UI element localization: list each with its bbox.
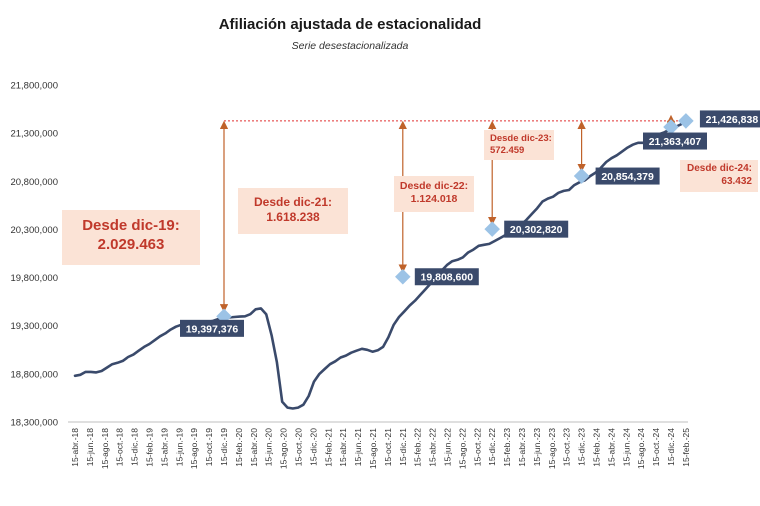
highlight-marker (395, 268, 411, 285)
x-tick-label: 15-jun.-22 (443, 428, 453, 467)
x-tick-label: 15-ago.-24 (636, 428, 646, 469)
x-tick-label: 15-abr.-19 (159, 428, 169, 467)
x-tick-label: 15-dic.-24 (666, 428, 676, 466)
value-label-box (180, 319, 244, 337)
x-tick-label: 15-oct.-21 (383, 428, 393, 467)
annotation-value: 1.124.018 (410, 193, 458, 206)
annotation-since-dic-21: Desde dic-21: 1.618.238 (238, 188, 348, 234)
y-tick-label: 21,800,000 (10, 81, 58, 92)
x-tick-label: 15-jun.-19 (174, 428, 184, 467)
value-label: 21,426,838 (706, 114, 759, 126)
x-tick-label: 15-feb.-24 (592, 428, 602, 467)
x-tick-label: 15-feb.-19 (145, 428, 155, 467)
value-label-box (504, 220, 569, 238)
x-tick-label: 15-abr.-20 (249, 428, 259, 467)
x-tick-label: 15-dic.-23 (577, 428, 587, 466)
x-tick-label: 15-ago.-20 (279, 428, 289, 469)
x-tick-label: 15-abr.-22 (428, 428, 438, 467)
value-label: 19,397,376 (186, 323, 239, 335)
x-tick-label: 15-oct.-18 (115, 428, 125, 467)
x-tick-label: 15-oct.-20 (294, 428, 304, 467)
x-tick-label: 15-ago.-19 (189, 428, 199, 469)
annotation-value: 63.432 (721, 175, 752, 187)
x-tick-label: 15-ago.-21 (368, 428, 378, 469)
x-tick-label: 15-dic.-21 (398, 428, 408, 466)
x-tick-label: 15-feb.-22 (413, 428, 423, 467)
x-tick-label: 15-jun.-21 (353, 428, 363, 467)
x-tick-label: 15-feb.-21 (323, 428, 333, 467)
chart-subtitle: Serie desestacionalizada (291, 40, 409, 52)
annotation-since-dic-19: Desde dic-19: 2.029.463 (62, 210, 200, 265)
value-label-box (699, 110, 760, 128)
value-label-box (643, 132, 707, 150)
x-tick-label: 15-abr.-23 (517, 428, 527, 467)
x-tick-label: 15-ago.-18 (100, 428, 110, 469)
x-tick-label: 15-dic.-18 (130, 428, 140, 466)
annotation-value: 572.459 (490, 144, 525, 156)
value-label-box (414, 268, 479, 286)
annotation-label: Desde dic-19: (82, 217, 180, 234)
x-tick-label: 15-oct.-24 (651, 428, 661, 467)
x-tick-label: 15-oct.-23 (562, 428, 572, 467)
x-tick-label: 15-feb.-20 (234, 428, 244, 467)
x-tick-label: 15-ago.-23 (547, 428, 557, 469)
x-tick-label: 15-oct.-19 (204, 428, 214, 467)
x-tick-label: 15-feb.-25 (681, 428, 691, 467)
highlight-marker (678, 113, 694, 129)
annotation-label: Desde dic-21: (253, 195, 333, 209)
value-label: 19,808,600 (421, 272, 474, 284)
x-tick-label: 15-dic.-19 (219, 428, 229, 466)
value-label: 20,854,379 (601, 171, 654, 183)
x-tick-label: 15-jun.-23 (532, 428, 542, 467)
highlighted-points: 19,397,376 19,808,600 20,302,820 20,854,379… (180, 110, 760, 337)
annotation-label: Desde dic-22: (399, 180, 469, 192)
x-tick-label: 15-jun.-18 (85, 428, 95, 467)
highlight-marker (484, 221, 500, 237)
y-axis: 18,300,000 18,800,000 19,300,000 19,800,000… (10, 81, 58, 429)
annotation-since-dic-22: Desde dic-22: 1.124.018 (394, 176, 474, 212)
highlight-marker (573, 168, 590, 184)
x-tick-label: 15-dic.-20 (308, 428, 318, 466)
x-tick-label: 15-oct.-22 (472, 428, 482, 467)
y-tick-label: 19,300,000 (10, 321, 58, 332)
x-tick-label: 15-jun.-24 (621, 428, 631, 467)
annotation-since-dic-24: Desde dic-24: 63.432 (680, 160, 758, 192)
value-label: 20,302,820 (510, 224, 563, 236)
x-tick-label: 15-abr.-24 (606, 428, 616, 467)
x-tick-label: 15-dic.-22 (487, 428, 497, 466)
y-tick-label: 20,300,000 (10, 225, 58, 236)
value-label: 21,363,407 (649, 136, 702, 148)
x-axis: 15-abr.-18 15-jun.-18 15-ago.-18 15-oct.-18… (68, 421, 691, 469)
x-tick-label: 15-abr.-21 (338, 428, 348, 467)
x-tick-label: 15-feb.-23 (502, 428, 512, 467)
chart-title: Afiliación ajustada de estacionalidad (218, 16, 482, 33)
y-tick-label: 18,300,000 (10, 418, 58, 429)
annotation-label: Desde dic-24: (686, 163, 752, 174)
y-tick-label: 20,800,000 (10, 177, 58, 188)
value-label-box (595, 167, 660, 185)
y-tick-label: 18,800,000 (10, 369, 58, 380)
y-tick-label: 19,800,000 (10, 273, 58, 284)
x-tick-label: 15-jun.-20 (264, 428, 274, 467)
annotation-since-dic-23: Desde dic-23: 572.459 (484, 130, 554, 160)
y-tick-label: 21,300,000 (10, 129, 58, 140)
annotation-value: 1.618.238 (266, 210, 320, 224)
annotation-label: Desde dic-23: (490, 133, 552, 144)
annotation-value: 2.029.463 (97, 235, 165, 253)
x-tick-label: 15-ago.-22 (457, 428, 467, 469)
x-tick-label: 15-abr.-18 (70, 428, 80, 467)
